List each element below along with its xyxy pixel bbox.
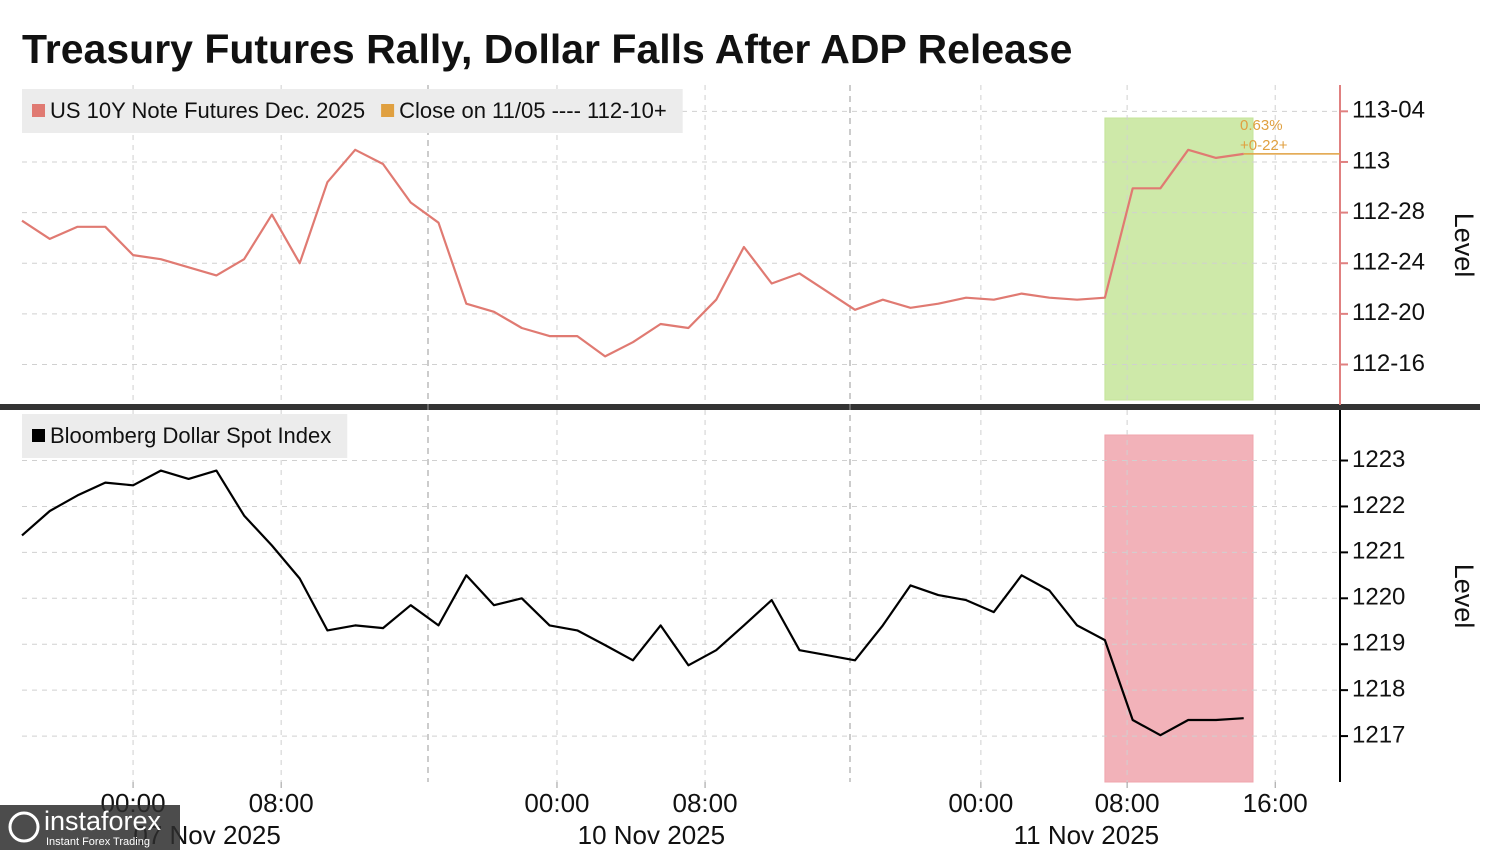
y-tick-label: 1222 (1352, 492, 1405, 519)
legend-label: US 10Y Note Futures Dec. 2025 (50, 98, 365, 123)
y-tick-label: 1221 (1352, 538, 1405, 565)
y-tick-label: 1217 (1352, 721, 1405, 748)
annotation: 0.63% (1240, 117, 1283, 134)
y-tick-label: 112-28 (1352, 198, 1425, 225)
panel-divider (0, 404, 1480, 410)
watermark-bg (0, 805, 180, 850)
series-line (21, 148, 1244, 358)
watermark: instaforex Instant Forex Trading (0, 805, 180, 850)
y-tick-label: 112-24 (1352, 249, 1425, 276)
legend-bg (22, 414, 348, 458)
legend-swatch (381, 104, 395, 117)
watermark-brand: instaforex (44, 806, 162, 836)
series-line (21, 469, 1244, 737)
x-tick-label: 16:00 (1243, 788, 1308, 818)
y-axis-label: Level (1449, 213, 1479, 278)
legend-swatch (32, 104, 45, 117)
x-date-label: 10 Nov 2025 (578, 820, 725, 850)
highlight-region (1104, 117, 1254, 401)
legend-label: Bloomberg Dollar Spot Index (50, 423, 331, 448)
y-tick-label: 113 (1352, 147, 1390, 174)
y-axis-label: Level (1449, 564, 1479, 629)
x-tick-label: 00:00 (524, 788, 589, 818)
y-tick-label: 112-20 (1352, 299, 1425, 326)
x-date-label: 11 Nov 2025 (1014, 820, 1160, 850)
x-tick-label: 08:00 (249, 788, 314, 818)
y-tick-label: 113-04 (1352, 97, 1425, 124)
watermark-tagline: Instant Forex Trading (46, 836, 150, 848)
annotation: +0-22+ (1240, 137, 1288, 154)
x-tick-label: 00:00 (948, 788, 1013, 818)
legend-swatch (32, 429, 45, 442)
highlight-region (1104, 434, 1254, 783)
legend-label: Close on 11/05 ---- 112-10+ (399, 98, 667, 123)
y-tick-label: 112-16 (1352, 350, 1425, 377)
y-tick-label: 1219 (1352, 630, 1405, 657)
watermark-logo (8, 811, 40, 843)
chart-title: Treasury Futures Rally, Dollar Falls Aft… (22, 26, 1072, 72)
y-tick-label: 1218 (1352, 675, 1405, 702)
x-tick-label: 08:00 (1095, 788, 1160, 818)
legend-bg (22, 89, 683, 133)
y-tick-label: 1220 (1352, 584, 1405, 611)
x-tick-label: 08:00 (673, 788, 738, 818)
y-tick-label: 1223 (1352, 446, 1405, 473)
